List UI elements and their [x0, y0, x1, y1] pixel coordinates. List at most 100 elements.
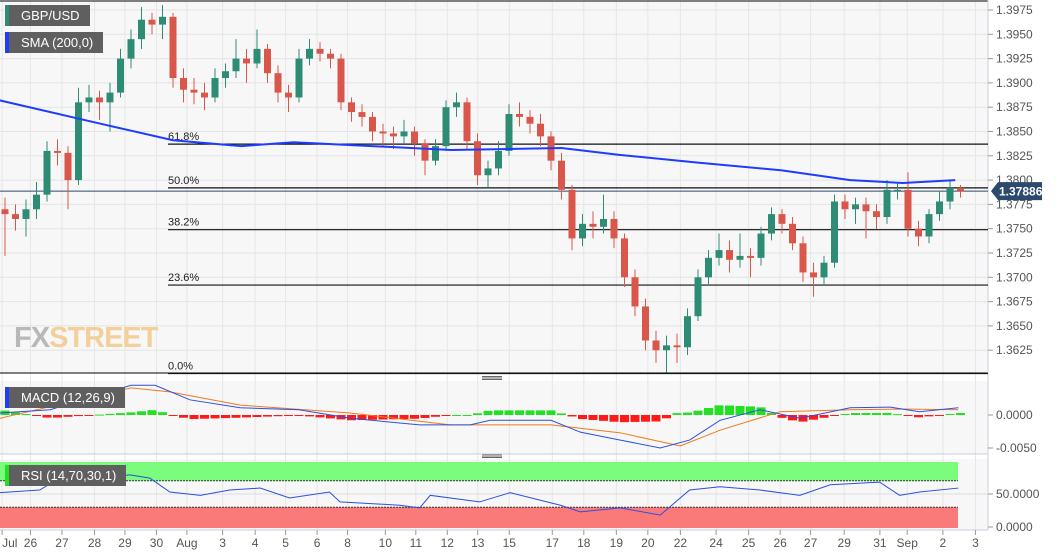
candle[interactable] [537, 114, 544, 147]
candle[interactable] [936, 191, 943, 221]
candle[interactable] [862, 197, 870, 239]
candle[interactable] [400, 119, 408, 144]
macd-histogram-bar [557, 413, 566, 415]
candle-body [222, 71, 229, 79]
candle[interactable] [799, 236, 807, 283]
candle[interactable] [117, 48, 124, 98]
candle[interactable] [432, 139, 439, 166]
candle[interactable] [957, 184, 964, 198]
candle[interactable] [148, 12, 156, 35]
candle[interactable] [201, 82, 208, 111]
candle[interactable] [253, 29, 261, 69]
candle[interactable] [820, 255, 828, 286]
candle[interactable] [12, 204, 19, 231]
candle[interactable] [684, 308, 691, 356]
candle[interactable] [915, 220, 922, 247]
rsi-tag[interactable]: RSI (14,70,30,1) [5, 465, 127, 486]
candle[interactable] [96, 90, 103, 120]
candle[interactable] [736, 233, 744, 268]
candle[interactable] [694, 269, 702, 322]
candle[interactable] [474, 133, 481, 185]
candle[interactable] [600, 194, 607, 234]
candle[interactable] [43, 141, 51, 202]
candle[interactable] [232, 39, 240, 79]
candle[interactable] [453, 92, 460, 117]
candle[interactable] [316, 42, 324, 62]
candle[interactable] [883, 180, 891, 224]
candle[interactable] [768, 207, 775, 241]
candle[interactable] [747, 248, 754, 278]
candle[interactable] [673, 333, 681, 363]
candle[interactable] [757, 226, 765, 266]
candle[interactable] [54, 139, 61, 166]
x-tick-label: 31 [873, 536, 887, 550]
candle[interactable] [222, 63, 229, 88]
candle[interactable] [925, 209, 933, 244]
macd-tag[interactable]: MACD (12,26,9) [5, 387, 125, 408]
candle[interactable] [274, 65, 282, 103]
candle[interactable] [715, 233, 723, 266]
candle[interactable] [726, 240, 733, 273]
candle[interactable] [106, 82, 114, 132]
candle[interactable] [348, 97, 355, 122]
candle[interactable] [85, 84, 93, 113]
candle[interactable] [579, 214, 586, 247]
candle[interactable] [852, 197, 859, 224]
candle[interactable] [642, 298, 649, 351]
sma-tag[interactable]: SMA (200,0) [5, 32, 104, 53]
candle[interactable] [159, 5, 166, 40]
candle[interactable] [264, 44, 271, 83]
candle[interactable] [369, 112, 376, 142]
candle[interactable] [652, 330, 660, 363]
candle[interactable] [211, 68, 219, 103]
candle[interactable] [243, 48, 250, 83]
candle[interactable] [421, 139, 429, 176]
candle[interactable] [516, 102, 523, 127]
candle[interactable] [64, 146, 72, 210]
candle[interactable] [442, 100, 450, 151]
candle[interactable] [22, 199, 30, 237]
candle[interactable] [169, 12, 177, 88]
candle[interactable] [831, 194, 838, 268]
candle-body [705, 257, 712, 278]
candle[interactable] [295, 48, 303, 103]
candle[interactable] [495, 141, 502, 176]
candle[interactable] [558, 152, 565, 200]
candle[interactable] [190, 78, 198, 105]
candle[interactable] [390, 126, 397, 149]
candle[interactable] [463, 97, 471, 149]
candle[interactable] [33, 182, 40, 219]
candle[interactable] [873, 204, 880, 229]
candle[interactable] [778, 209, 786, 234]
candle[interactable] [138, 7, 145, 49]
candle[interactable] [568, 184, 576, 251]
symbol-tag[interactable]: GBP/USD [5, 5, 90, 26]
candle[interactable] [306, 39, 313, 66]
candle[interactable] [810, 262, 817, 297]
candle[interactable] [610, 211, 618, 249]
candle[interactable] [379, 123, 387, 147]
candle[interactable] [894, 182, 901, 200]
candle[interactable] [526, 110, 534, 134]
candle[interactable] [946, 180, 954, 210]
candle[interactable] [285, 84, 292, 113]
candle[interactable] [789, 217, 796, 251]
candle[interactable] [127, 29, 135, 69]
candle[interactable] [663, 335, 670, 373]
candle[interactable] [705, 250, 712, 286]
candle[interactable] [631, 269, 639, 317]
candle[interactable] [75, 87, 82, 185]
candle[interactable] [180, 68, 187, 103]
candle[interactable] [1, 197, 9, 256]
candle[interactable] [621, 233, 628, 288]
candle[interactable] [589, 211, 597, 239]
candle[interactable] [505, 104, 513, 156]
candle[interactable] [411, 126, 418, 156]
candle[interactable] [484, 160, 492, 188]
candle[interactable] [327, 48, 334, 69]
candle-body [274, 73, 282, 93]
candle[interactable] [358, 104, 366, 127]
candle[interactable] [337, 53, 345, 111]
candle[interactable] [841, 194, 849, 219]
